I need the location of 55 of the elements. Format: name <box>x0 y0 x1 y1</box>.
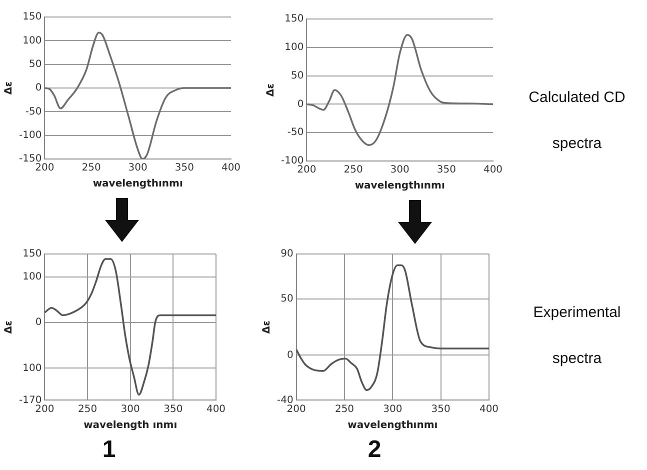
x-tick-label: 200 <box>35 404 54 415</box>
x-axis-title: wavelengthınmı <box>354 180 445 192</box>
text: 2 <box>368 436 382 464</box>
x-tick-label: 400 <box>483 164 503 176</box>
y-tick-label: 90 <box>280 248 294 260</box>
y-axis-title: Δε <box>4 320 15 334</box>
x-tick-label: 200 <box>297 164 316 176</box>
x-axis-title: wavelengthınmı <box>348 420 438 431</box>
x-tick-label: 350 <box>431 404 450 415</box>
x-tick-label: 250 <box>78 404 98 415</box>
y-tick-label: -170 <box>18 394 42 406</box>
x-tick-label: 300 <box>120 404 140 415</box>
y-tick-label: 150 <box>284 14 304 25</box>
text: Experimental spectra <box>533 304 621 367</box>
y-tick-label: 100 <box>22 35 42 46</box>
line-series <box>296 264 489 391</box>
x-tick-label: 200 <box>286 404 306 415</box>
y-axis-title: Δε <box>266 83 277 97</box>
x-tick-label: 300 <box>390 164 410 176</box>
x-tick-label: 250 <box>344 164 363 176</box>
x-tick-label: 350 <box>174 162 194 174</box>
text: Calculated CD spectra <box>528 89 626 152</box>
y-tick-label: 150 <box>22 248 42 260</box>
x-tick-label: 250 <box>82 162 101 174</box>
x-axis-title: wavelength ınmı <box>84 420 178 431</box>
x-axis-title: wavelengthınmı <box>92 178 183 190</box>
x-tick-label: 350 <box>436 164 456 176</box>
x-tick-label: 350 <box>164 404 183 415</box>
y-tick-label: 50 <box>290 70 304 82</box>
x-tick-label: 400 <box>479 404 499 415</box>
y-tick-label: -50 <box>287 127 304 138</box>
x-tick-label: 250 <box>334 404 354 415</box>
y-axis-title: Δε <box>262 320 273 334</box>
y-tick-label: 0 <box>286 350 294 361</box>
x-tick-label: 300 <box>128 162 148 174</box>
line-series <box>44 258 216 396</box>
y-tick-label: 50 <box>280 294 294 305</box>
y-tick-label: 0 <box>35 317 42 328</box>
line-series <box>306 34 493 146</box>
y-tick-label: 0 <box>297 98 304 110</box>
y-tick-label: -50 <box>25 106 42 118</box>
x-tick-label: 300 <box>383 404 402 415</box>
y-tick-label: -40 <box>276 394 294 406</box>
y-tick-label: 100 <box>22 271 42 282</box>
text: 1 <box>102 436 116 464</box>
x-tick-label: 400 <box>221 162 241 174</box>
y-axis-title: Δε <box>4 81 15 95</box>
x-tick-label: 400 <box>206 404 226 415</box>
y-tick-label: 100 <box>22 362 42 374</box>
y-tick-label: -100 <box>18 130 42 141</box>
x-tick-label: 200 <box>35 162 54 174</box>
y-tick-label: 100 <box>284 42 304 53</box>
y-tick-label: 50 <box>28 58 42 70</box>
y-tick-label: 150 <box>22 12 42 23</box>
y-tick-label: 0 <box>35 82 42 94</box>
